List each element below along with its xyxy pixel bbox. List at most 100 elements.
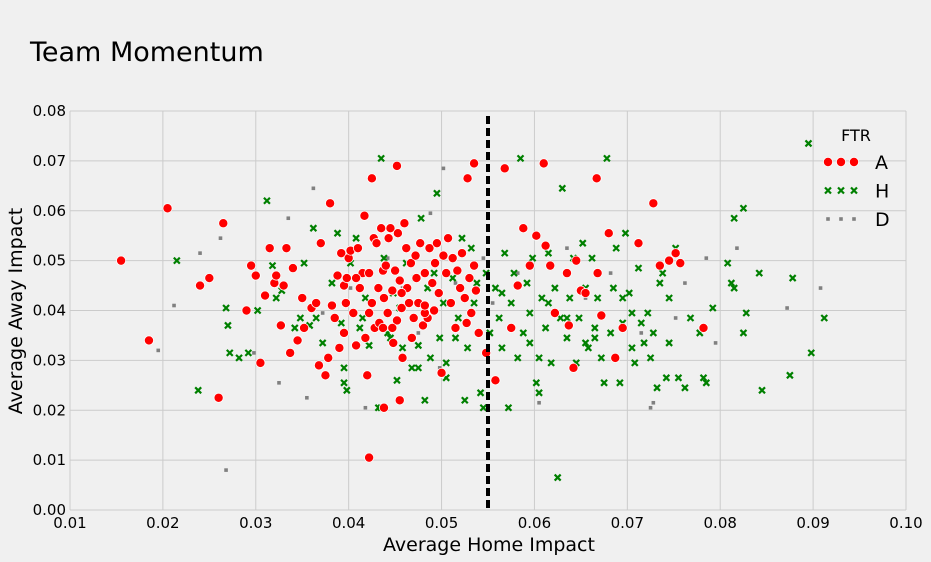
point-h: [528, 254, 537, 262]
point-a: [654, 260, 665, 271]
point-h: [656, 279, 664, 287]
point-a: [371, 238, 382, 249]
point-h: [222, 304, 230, 312]
point-a: [396, 288, 407, 299]
chart-title: Team Momentum: [29, 37, 264, 68]
point-h: [224, 321, 232, 330]
point-a: [419, 300, 430, 311]
point-h: [272, 294, 280, 302]
point-h: [547, 359, 555, 367]
point-a: [464, 273, 475, 284]
legend: FTR AHD: [823, 126, 890, 231]
legend-entry-d: D: [826, 209, 890, 231]
point-h: [361, 294, 370, 302]
point-h: [500, 249, 509, 257]
point-h: [507, 299, 515, 307]
point-a: [433, 288, 444, 299]
legend-marker-a: [836, 156, 847, 167]
point-d: [785, 306, 789, 310]
point-d: [224, 468, 228, 472]
point-h: [343, 386, 351, 395]
point-d: [704, 256, 709, 260]
point-h: [244, 349, 253, 357]
point-h: [523, 279, 531, 287]
point-a: [450, 322, 461, 333]
point-d: [385, 256, 390, 260]
point-h: [625, 289, 633, 297]
point-h: [467, 244, 476, 252]
point-a: [373, 283, 384, 294]
point-h: [658, 269, 667, 277]
point-d: [172, 303, 176, 308]
point-h: [646, 354, 655, 362]
point-h: [235, 354, 243, 362]
point-h: [541, 324, 550, 332]
x-tick-label: 0.09: [796, 514, 829, 532]
point-h: [807, 349, 816, 357]
point-h: [535, 389, 543, 397]
point-a: [670, 248, 681, 259]
point-a: [470, 285, 481, 296]
point-a: [387, 322, 398, 333]
point-a: [218, 218, 229, 229]
point-a: [591, 173, 602, 184]
point-h: [451, 334, 460, 342]
point-a: [406, 332, 417, 343]
point-a: [340, 298, 351, 309]
x-tick-labels: 0.01 0.02 0.03 0.04 0.05 0.06 0.07 0.08 0.09 0.10: [53, 514, 922, 532]
point-d: [818, 286, 823, 290]
point-d: [713, 341, 718, 345]
point-h: [699, 374, 708, 382]
point-a: [549, 307, 560, 318]
point-a: [352, 243, 363, 254]
point-a: [260, 290, 271, 301]
point-h: [337, 319, 346, 327]
point-a: [271, 270, 282, 281]
point-a: [461, 317, 472, 328]
point-a: [364, 452, 375, 463]
point-h: [498, 344, 506, 352]
point-h: [470, 299, 478, 307]
point-h: [408, 364, 416, 372]
series-a-points: [116, 158, 709, 463]
point-d: [277, 381, 281, 385]
point-a: [648, 198, 659, 209]
point-d: [481, 256, 486, 260]
point-h: [563, 334, 571, 342]
point-a: [339, 327, 350, 338]
point-d: [252, 351, 256, 355]
point-a: [388, 337, 399, 348]
point-h: [398, 344, 407, 352]
point-h: [674, 374, 683, 382]
legend-marker-a: [823, 156, 834, 167]
point-h: [526, 309, 534, 317]
point-h: [739, 329, 748, 337]
point-a: [241, 305, 252, 316]
point-h: [340, 379, 348, 387]
point-d: [198, 251, 202, 255]
point-a: [411, 273, 422, 284]
point-a: [561, 268, 572, 279]
point-h: [581, 339, 590, 347]
point-a: [438, 250, 449, 261]
point-h: [662, 374, 671, 382]
point-a: [417, 320, 428, 331]
point-a: [351, 273, 362, 284]
point-h: [365, 341, 373, 350]
point-h: [473, 279, 481, 287]
point-h: [300, 259, 308, 267]
legend-marker-d: [852, 217, 856, 221]
point-h: [681, 384, 689, 392]
point-a: [362, 370, 373, 381]
point-a: [378, 322, 389, 333]
point-a: [281, 243, 292, 254]
point-a: [390, 265, 401, 276]
legend-label: A: [875, 152, 888, 174]
point-a: [359, 210, 370, 221]
point-d: [735, 246, 739, 250]
legend-marker-h: [837, 186, 845, 195]
point-h: [591, 324, 599, 332]
point-h: [291, 324, 299, 332]
y-tick-label: 0.08: [33, 102, 66, 120]
point-a: [341, 273, 352, 284]
